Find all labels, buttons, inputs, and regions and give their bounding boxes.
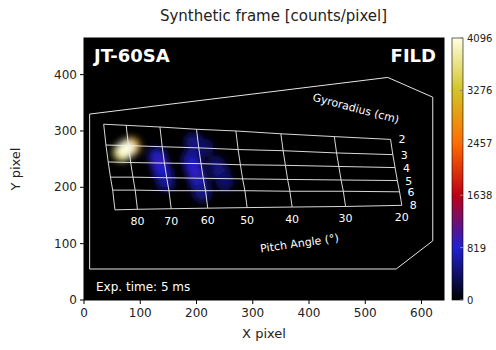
pitch-title: Pitch Angle (°): [259, 232, 339, 256]
gyroradius-line: [108, 162, 395, 168]
gyroradius-label: 8: [410, 199, 417, 212]
pitch-line: [160, 127, 171, 209]
x-axis-label: X pixel: [242, 326, 286, 341]
colorbar-tick-label: 2457: [467, 138, 492, 149]
x-tick: [252, 300, 253, 304]
exposure-label: Exp. time: 5 ms: [96, 280, 190, 294]
x-tick-label: 100: [129, 306, 152, 320]
pitch-label: 80: [130, 215, 144, 228]
y-tick: [80, 74, 84, 75]
y-tick: [80, 300, 84, 301]
plot-frame: [84, 38, 444, 300]
signal-spot: [216, 173, 234, 191]
pitch-label: 30: [339, 212, 353, 225]
pitch-label: 50: [240, 214, 254, 227]
y-tick: [80, 187, 84, 188]
y-tick-label: 200: [54, 180, 77, 194]
device-label: JT-60SA: [92, 45, 170, 66]
signal-spot: [157, 173, 175, 191]
pitch-label: 70: [164, 215, 178, 228]
x-tick: [309, 300, 310, 304]
x-tick-label: 400: [298, 306, 321, 320]
pitch-line: [334, 137, 345, 207]
pitch-label: 40: [285, 213, 299, 226]
x-tick: [421, 300, 422, 304]
colorbar-tick-label: 819: [467, 243, 486, 254]
colorbar-tick-label: 1638: [467, 190, 492, 201]
gyroradius-line: [113, 190, 400, 192]
gyroradius-title: Gyroradius (cm): [311, 91, 400, 127]
pitch-label: 20: [395, 211, 409, 224]
gyroradius-line: [104, 124, 391, 139]
plot-area: [90, 77, 433, 269]
colorbar-tick: [460, 247, 463, 248]
figure: Synthetic frame [counts/pixel]2345688070…: [0, 0, 496, 350]
colorbar-tick-label: 3276: [467, 85, 492, 96]
x-tick: [140, 300, 141, 304]
colorbar-tick: [460, 90, 463, 91]
colorbar: [452, 38, 463, 300]
gyroradius-label: 2: [399, 133, 406, 146]
colorbar-tick: [460, 38, 463, 39]
x-tick: [196, 300, 197, 304]
signal-spot: [193, 184, 211, 202]
pitch-line: [281, 134, 292, 207]
colorbar-tick: [460, 195, 463, 196]
colorbar-tick: [460, 300, 463, 301]
plot-background: [84, 38, 444, 300]
colorbar-tick-label: 0: [467, 295, 473, 306]
gyroradius-line: [115, 205, 402, 210]
colorbar-tick: [460, 142, 463, 143]
y-tick-label: 300: [54, 124, 77, 138]
x-tick-label: 500: [354, 306, 377, 320]
diagnostic-label: FILD: [391, 45, 436, 66]
scintillator-outline: [90, 77, 433, 269]
x-tick: [365, 300, 366, 304]
signal-spot: [117, 140, 135, 158]
x-tick-label: 200: [185, 306, 208, 320]
gyroradius-line: [106, 145, 393, 155]
y-tick-label: 100: [54, 237, 77, 251]
y-tick-label: 400: [54, 68, 77, 82]
gyroradius-line: [110, 177, 397, 180]
pitch-line: [197, 129, 208, 208]
gyroradius-label: 4: [403, 162, 410, 175]
colorbar-tick-label: 4096: [467, 33, 492, 44]
title: Synthetic frame [counts/pixel]: [160, 7, 387, 25]
pitch-line: [126, 125, 137, 209]
gyroradius-label: 6: [408, 186, 415, 199]
y-tick: [80, 130, 84, 131]
y-tick-label: 0: [69, 293, 77, 307]
pitch-label: 60: [201, 214, 215, 227]
pitch-line: [236, 131, 247, 208]
y-tick: [80, 243, 84, 244]
x-tick-label: 300: [241, 306, 264, 320]
y-axis-label: Y pixel: [8, 148, 23, 192]
pitch-line: [104, 124, 115, 210]
x-tick: [84, 300, 85, 304]
x-tick-label: 600: [410, 306, 433, 320]
gyroradius-label: 3: [401, 149, 408, 162]
x-tick-label: 0: [80, 306, 88, 320]
